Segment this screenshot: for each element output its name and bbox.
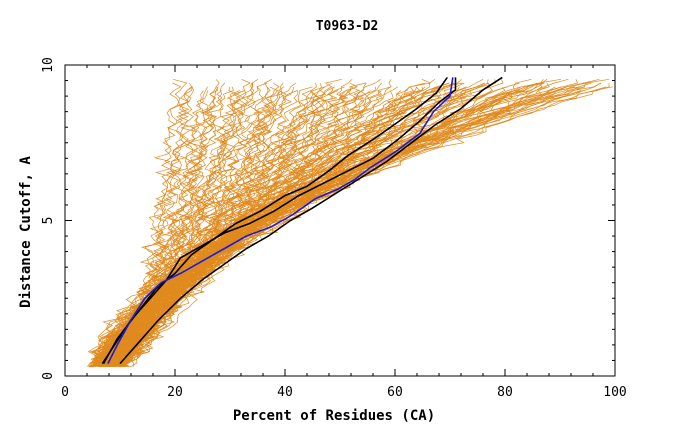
black-curve	[102, 76, 448, 364]
y-tick-label: 5	[41, 217, 56, 225]
x-tick-label: 40	[277, 385, 293, 400]
model-curve	[106, 82, 610, 367]
model-curve	[104, 86, 607, 367]
x-axis-label: Percent of Residues (CA)	[233, 408, 435, 424]
chart-title: T0963-D2	[316, 19, 379, 34]
model-curve	[93, 78, 610, 368]
x-tick-label: 0	[61, 385, 69, 400]
y-axis-label: Distance Cutoff, A	[18, 156, 34, 308]
model-curve	[112, 82, 538, 368]
blue-curve	[107, 77, 454, 364]
x-tick-label: 20	[167, 385, 183, 400]
highlighted-curves	[101, 76, 503, 365]
axis-ticks: 0 20 40 60 80 100 0 5 10	[41, 57, 627, 400]
model-curve	[93, 90, 582, 367]
black-curve	[119, 76, 503, 365]
y-tick-label: 10	[41, 57, 56, 73]
model-curve	[109, 82, 550, 368]
y-tick-label: 0	[41, 372, 56, 380]
black-curve	[101, 77, 457, 365]
model-curve	[101, 86, 567, 367]
model-curves	[87, 78, 613, 368]
x-tick-label: 80	[497, 385, 513, 400]
x-tick-label: 100	[603, 385, 626, 400]
model-curve	[100, 86, 613, 368]
model-curve	[99, 86, 508, 367]
model-curve	[104, 82, 601, 367]
x-tick-label: 60	[387, 385, 403, 400]
model-curve	[115, 78, 569, 367]
